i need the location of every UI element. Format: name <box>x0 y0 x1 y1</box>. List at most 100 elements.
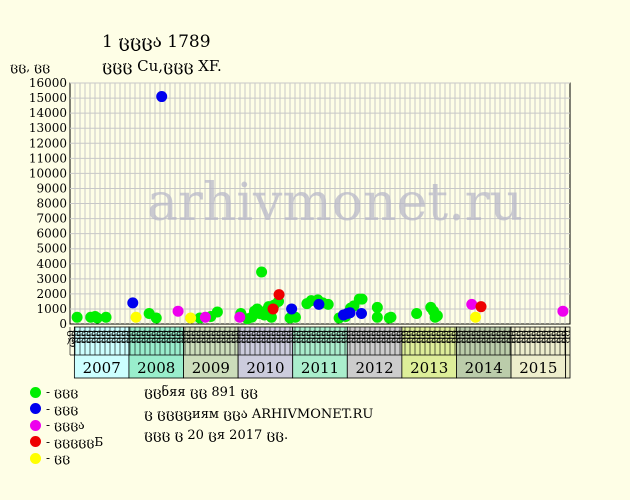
x-tick-label: ცც <box>167 330 178 344</box>
x-tick-label: ცლ <box>67 330 78 348</box>
legend: - ცცც - ცცც - ცცცა - ცცცცცБ - ცც <box>30 384 103 467</box>
x-tick-label: ცც <box>127 330 138 344</box>
x-tick-label: ცც <box>427 330 438 344</box>
y-tick-label: 6000 <box>36 227 67 241</box>
watermark: arhivmonet.ru <box>147 173 523 233</box>
x-tick-label: ცც <box>402 330 413 344</box>
x-tick-label: ცც <box>242 330 253 344</box>
x-tick-label: ცც <box>207 330 218 344</box>
x-tick-label: ცც <box>217 330 228 344</box>
x-tick-label: ცც <box>512 330 523 344</box>
x-tick-label: ცც <box>537 330 548 344</box>
data-point <box>371 311 383 323</box>
x-tick-label: ცც <box>257 330 268 344</box>
x-tick-label: ცც <box>452 330 463 344</box>
x-tick-label: ცც <box>367 330 378 344</box>
x-tick-label: ცც <box>162 330 173 344</box>
x-tick-label: ცც <box>227 330 238 344</box>
data-point <box>557 305 569 317</box>
data-point <box>344 307 356 319</box>
legend-item: - ცცც <box>30 384 103 401</box>
x-tick-label: ცც <box>492 330 503 344</box>
x-tick-label: ცც <box>142 330 153 344</box>
legend-label: - ცცცცცБ <box>46 434 104 449</box>
data-point <box>265 311 277 323</box>
y-tick-label: 2000 <box>36 287 67 301</box>
x-tick-label: ცც <box>272 330 283 344</box>
info-line: ცცც ც 20 ცя 2017 ცც. <box>144 428 289 443</box>
x-tick-label: ცც <box>417 330 428 344</box>
x-tick-label: ცც <box>547 330 558 344</box>
year-label: 2012 <box>355 359 393 377</box>
x-tick-label: ცც <box>277 330 288 344</box>
x-tick-label: ცც <box>437 330 448 344</box>
data-point <box>130 311 142 323</box>
year-band <box>401 326 457 379</box>
legend-marker <box>30 452 41 464</box>
x-tick-label: ცც <box>377 330 388 344</box>
data-point <box>411 307 423 319</box>
x-tick-label: ცც <box>517 330 528 344</box>
y-tick-label: 5000 <box>36 242 67 256</box>
y-tick-label: 1000 <box>36 302 67 316</box>
info-line: ცცნяя ცც 891 ცც <box>144 385 258 400</box>
x-tick-label: ცც <box>562 330 573 344</box>
x-tick-label: ცც <box>212 330 223 344</box>
x-tick-label: ცც <box>432 330 443 344</box>
x-tick-label: ცც <box>552 330 563 344</box>
data-point <box>267 303 279 315</box>
x-tick-label: ცც <box>332 330 343 344</box>
legend-marker <box>30 386 41 398</box>
data-point <box>470 311 482 323</box>
y-tick-label: 14000 <box>29 106 67 120</box>
data-point <box>431 310 443 322</box>
x-tick-label: ცც <box>97 330 108 344</box>
year-label: 2015 <box>519 359 557 377</box>
year-label: 2013 <box>410 359 448 377</box>
legend-marker <box>30 436 41 448</box>
x-tick-label: ცც <box>347 330 358 344</box>
data-point <box>211 306 223 318</box>
x-tick-label: ცც <box>77 330 88 344</box>
x-tick-label: ცც <box>87 330 98 344</box>
data-point <box>466 298 478 310</box>
x-tick-label: ცც <box>467 330 478 344</box>
y-tick-label: 10000 <box>29 166 67 180</box>
x-tick-label: ცც <box>152 330 163 344</box>
data-point <box>127 297 139 309</box>
x-tick-label: ცც <box>342 330 353 344</box>
x-tick-label: ცც <box>182 330 193 344</box>
y-tick-label: 7000 <box>36 212 67 226</box>
x-tick-label: ცც <box>542 330 553 344</box>
x-tick-label: ცც <box>317 330 328 344</box>
x-tick-label: ცც <box>412 330 423 344</box>
x-tick-label: ცც <box>302 330 313 344</box>
x-tick-label: ცც <box>382 330 393 344</box>
x-tick-label: ცც <box>387 330 398 344</box>
data-point <box>185 312 197 324</box>
info-line: ც ცცცცиям ცცა ARHIVMONET.RU <box>144 406 374 422</box>
x-tick-label: ცც <box>157 330 168 344</box>
data-point <box>256 266 268 278</box>
legend-marker <box>30 419 41 431</box>
year-label: 2009 <box>192 359 230 377</box>
data-point <box>475 301 487 313</box>
info-block: ცცნяя ცც 891 ცც ც ცცცცиям ცცა ARHIVMONET… <box>144 382 373 447</box>
data-point <box>150 312 162 324</box>
y-tick-label: 15000 <box>29 91 67 105</box>
x-tick-label: ცც <box>232 330 243 344</box>
x-tick-label: ცც <box>522 330 533 344</box>
x-tick-label: ცც <box>407 330 418 344</box>
x-tick-label: ცც <box>457 330 468 344</box>
year-band <box>565 326 571 379</box>
x-tick-label: ცც <box>82 330 93 344</box>
x-tick-label: ცც <box>487 330 498 344</box>
year-band <box>456 326 512 379</box>
x-tick-label: ცც <box>247 330 258 344</box>
y-tick-label: 8000 <box>36 197 67 211</box>
y-tick-label: 3000 <box>36 272 67 286</box>
year-band <box>128 326 184 379</box>
data-point <box>385 311 397 323</box>
data-point <box>273 289 285 301</box>
